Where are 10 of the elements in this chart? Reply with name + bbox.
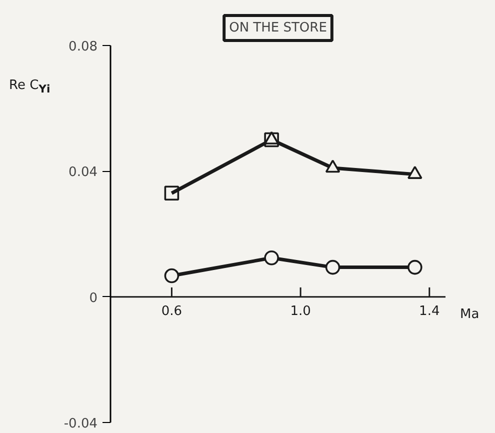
x-tick-label: 1.4	[419, 304, 440, 319]
x-axis-title: Ma	[460, 306, 480, 324]
y-tick-label: 0	[89, 290, 98, 306]
x-tick-label: 1.0	[290, 304, 311, 319]
y-tick-label: 0.04	[68, 165, 98, 180]
chart-title: ON THE STORE	[229, 20, 327, 36]
y-axis-title: Re C$_{Yi}$	[9, 77, 50, 98]
y-tick-label: 0.08	[68, 40, 98, 54]
x-tick-label: 0.6	[161, 304, 182, 319]
y-tick-label: -0.04	[64, 416, 98, 432]
